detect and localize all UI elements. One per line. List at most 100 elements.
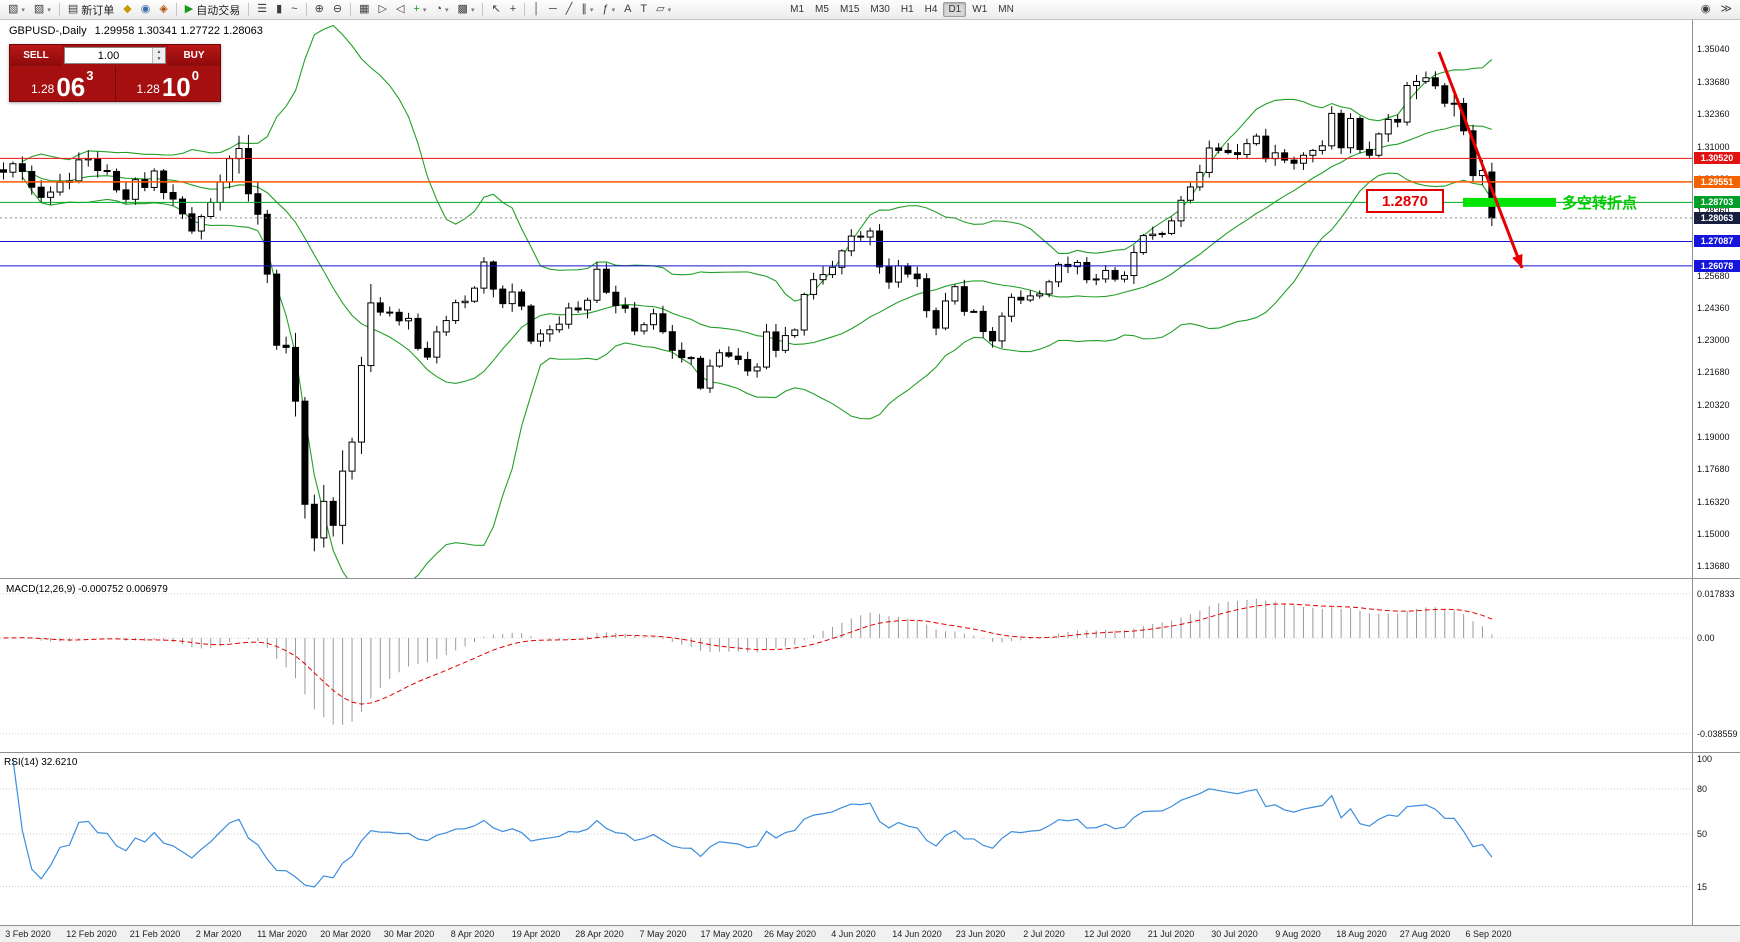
scroll-end-button[interactable]: ≫ bbox=[1716, 1, 1736, 18]
text-button[interactable]: A bbox=[620, 1, 635, 18]
volume-down-icon[interactable]: ▼ bbox=[156, 56, 162, 63]
candle-body bbox=[1120, 275, 1128, 280]
price-tick: 1.33680 bbox=[1697, 76, 1730, 87]
sell-price-tile[interactable]: 1.28 06 3 bbox=[10, 66, 116, 101]
timeframe-h1-button[interactable]: H1 bbox=[900, 4, 914, 15]
trendline-button[interactable]: ╱ bbox=[562, 1, 577, 18]
auto-scroll-button[interactable]: ▷ bbox=[374, 1, 390, 18]
shapes-button[interactable]: ▱ ▾ bbox=[652, 1, 675, 18]
toolbar-buttons: ▧ ▾ ▨ ▾ ▤ 新订单 ◆ ◉ ◈ ▶ 自动交易 ☰ ▮ ~ ⊕ ⊖ ▦ ▷ ◁ + ▾ ◔ ▾ ▩ ▾ ↖ + │ ─ ╱ ∥ ▾ ƒ ▾ A… bbox=[4, 1, 675, 18]
market-watch-button[interactable]: ◆ bbox=[119, 1, 135, 18]
turning-point-note[interactable]: 多空转折点 bbox=[1562, 195, 1638, 212]
candle-body bbox=[734, 355, 742, 361]
price-tick: 1.13680 bbox=[1697, 561, 1730, 571]
main-price-chart[interactable] bbox=[0, 20, 1692, 578]
macd-indicator-panel[interactable] bbox=[0, 579, 1692, 751]
zoom-in-button[interactable]: ⊕ bbox=[311, 1, 328, 18]
date-label: 30 Mar 2020 bbox=[383, 929, 435, 939]
buy-button[interactable]: BUY bbox=[168, 45, 220, 66]
crosshair-button[interactable]: + bbox=[506, 1, 520, 18]
zoom-out-button[interactable]: ⊖ bbox=[329, 1, 346, 18]
line-chart-button[interactable]: ~ bbox=[287, 1, 301, 18]
candle-body bbox=[405, 317, 413, 322]
timeframe-group: M1 M5 M15 M30 H1 H4 D1 W1 MN bbox=[785, 2, 1019, 17]
autotrade-button[interactable]: ▶ 自动交易 bbox=[181, 1, 244, 18]
fibonacci-button[interactable]: ƒ ▾ bbox=[598, 1, 619, 18]
price-axis[interactable]: 1.350401.336801.323601.310001.296801.283… bbox=[1692, 20, 1740, 926]
cursor-button[interactable]: ↖ bbox=[487, 1, 504, 18]
timeframe-m1-button[interactable]: M1 bbox=[790, 4, 805, 15]
price-callout[interactable]: 1.2870 bbox=[1366, 189, 1444, 213]
candle-body bbox=[913, 273, 921, 280]
timeframe-d1-button[interactable]: D1 bbox=[943, 2, 967, 17]
timeframe-m15-button[interactable]: M15 bbox=[839, 4, 860, 15]
bar-chart-button[interactable]: ☰ bbox=[253, 1, 271, 18]
text-label-button[interactable]: T bbox=[636, 1, 651, 18]
candle-body bbox=[18, 163, 26, 172]
horizontal-line-button[interactable]: ─ bbox=[545, 1, 561, 18]
date-label: 14 Jun 2020 bbox=[892, 929, 942, 939]
candlestick-button[interactable]: ▮ bbox=[272, 1, 286, 18]
candle-body bbox=[1290, 159, 1298, 164]
level-price-tag: 1.29551 bbox=[1694, 175, 1740, 188]
template-button[interactable]: ▩ ▾ bbox=[454, 1, 479, 18]
candle-body bbox=[800, 293, 808, 331]
candle-body bbox=[753, 366, 761, 372]
period-button[interactable]: ◔ ▾ bbox=[431, 1, 452, 18]
new-order-button[interactable]: ▤ 新订单 bbox=[64, 1, 118, 18]
buy-price-prefix: 1.28 bbox=[136, 82, 160, 96]
navigator-button[interactable]: ◈ bbox=[155, 1, 171, 18]
date-label: 12 Jul 2020 bbox=[1084, 929, 1131, 939]
timeframe-mn-button[interactable]: MN bbox=[998, 4, 1014, 15]
add-indicator-button[interactable]: + ▾ bbox=[409, 1, 430, 18]
toolbar-separator bbox=[305, 3, 307, 16]
panel-separator[interactable] bbox=[0, 752, 1740, 753]
candle-body bbox=[744, 359, 752, 372]
timeframe-m5-button[interactable]: M5 bbox=[815, 4, 829, 15]
volume-up-icon[interactable]: ▲ bbox=[156, 48, 162, 55]
timeframe-m30-button[interactable]: M30 bbox=[870, 4, 890, 15]
vertical-line-button[interactable]: │ bbox=[529, 1, 544, 18]
date-label: 27 Aug 2020 bbox=[1399, 929, 1451, 939]
equidistant-channel-button[interactable]: ∥ ▾ bbox=[577, 1, 597, 18]
candle-body bbox=[1375, 133, 1383, 156]
sell-button[interactable]: SELL bbox=[10, 45, 62, 66]
timeframe-w1-button[interactable]: W1 bbox=[972, 4, 988, 15]
candle-body bbox=[621, 305, 629, 309]
timeframe-h4-button[interactable]: H4 bbox=[924, 4, 938, 15]
date-label: 2 Jul 2020 bbox=[1023, 929, 1065, 939]
chart-shift-button[interactable]: ◁ bbox=[392, 1, 408, 18]
candle-body bbox=[885, 266, 893, 283]
buy-price-tile[interactable]: 1.28 10 0 bbox=[116, 66, 221, 101]
date-label: 2 Mar 2020 bbox=[195, 929, 242, 939]
volume-stepper[interactable]: ▲ ▼ bbox=[152, 48, 165, 63]
candle-body bbox=[1205, 147, 1213, 173]
candle-body bbox=[1450, 102, 1458, 105]
candle-body bbox=[150, 170, 158, 188]
candle-body bbox=[649, 313, 657, 326]
date-label: 23 Jun 2020 bbox=[955, 929, 1006, 939]
price-tick: 1.25680 bbox=[1697, 270, 1730, 281]
volume-value[interactable]: 1.00 bbox=[97, 49, 120, 62]
panel-separator[interactable] bbox=[0, 578, 1740, 579]
candle-body bbox=[565, 307, 573, 325]
data-window-button[interactable]: ◉ bbox=[137, 1, 155, 18]
chevron-down-icon: ▾ bbox=[21, 6, 25, 14]
volume-field[interactable]: 1.00 ▲ ▼ bbox=[64, 47, 166, 64]
text-label-icon: T bbox=[640, 3, 648, 15]
candle-body bbox=[998, 315, 1006, 342]
magnifier-button[interactable]: ◉ bbox=[1697, 1, 1715, 18]
navigator-icon: ◈ bbox=[159, 3, 168, 15]
candle-body bbox=[461, 300, 469, 304]
candle-body bbox=[763, 331, 771, 368]
candle-body bbox=[857, 235, 865, 238]
profiles-button[interactable]: ▨ ▾ bbox=[30, 1, 55, 18]
rsi-indicator-panel[interactable] bbox=[0, 753, 1692, 925]
date-label: 8 Apr 2020 bbox=[450, 929, 495, 939]
candle-body bbox=[1431, 77, 1439, 87]
time-axis[interactable]: 3 Feb 2020 12 Feb 2020 21 Feb 2020 2 Mar 20… bbox=[0, 926, 1740, 942]
tile-windows-button[interactable]: ▦ bbox=[355, 1, 373, 18]
new-chart-button[interactable]: ▧ ▾ bbox=[4, 1, 29, 18]
date-label: 11 Mar 2020 bbox=[257, 929, 307, 939]
